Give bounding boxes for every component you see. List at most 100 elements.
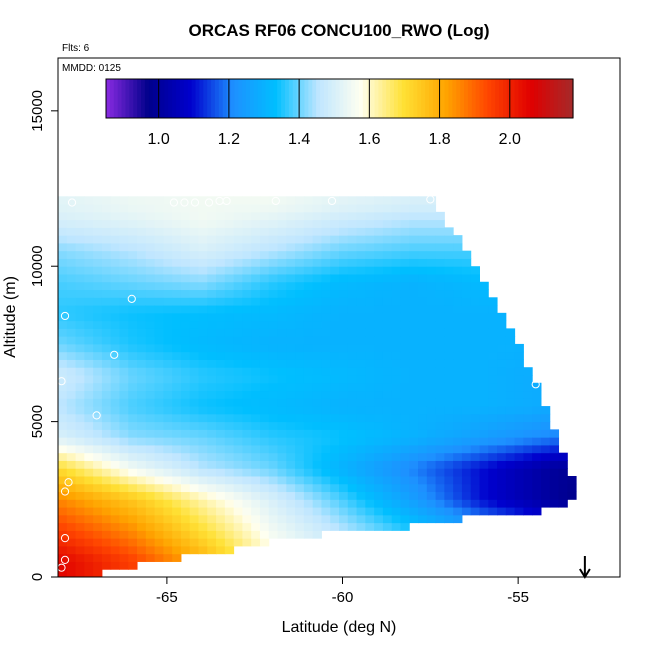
heatmap-cell	[435, 367, 445, 376]
heatmap-cell	[172, 336, 182, 345]
heatmap-cell	[84, 305, 94, 314]
heatmap-cell	[163, 196, 173, 205]
heatmap-cell	[532, 421, 542, 430]
colorbar-tick-label: 1.6	[358, 131, 380, 148]
heatmap-cell	[277, 507, 287, 516]
heatmap-cell	[163, 343, 173, 353]
heatmap-cell	[391, 258, 401, 267]
heatmap-cell	[295, 398, 305, 407]
heatmap-cell	[110, 320, 120, 329]
heatmap-cell	[251, 219, 261, 228]
heatmap-cell	[295, 219, 305, 228]
heatmap-cell	[128, 367, 138, 376]
heatmap-cell	[277, 468, 287, 477]
heatmap-cell	[84, 235, 94, 244]
heatmap-cell	[312, 219, 322, 228]
heatmap-cell	[224, 429, 235, 438]
heatmap-cell	[75, 242, 85, 252]
heatmap-cell	[251, 305, 261, 314]
heatmap-cell	[321, 219, 331, 228]
heatmap-cell	[435, 320, 445, 329]
heatmap-cell	[312, 421, 322, 430]
heatmap-cell	[505, 452, 516, 461]
heatmap-cell	[365, 421, 375, 430]
heatmap-cell	[242, 211, 252, 221]
heatmap-cell	[75, 211, 85, 221]
heatmap-cell	[347, 289, 358, 298]
heatmap-cell	[409, 468, 419, 477]
heatmap-cell	[259, 413, 270, 423]
heatmap-cell	[93, 211, 103, 221]
heatmap-cell	[224, 281, 235, 291]
heatmap-cell	[382, 382, 393, 392]
heatmap-cell	[259, 514, 270, 524]
colorbar-swatch	[347, 79, 352, 118]
colorbar-swatch	[187, 79, 193, 118]
heatmap-cell	[75, 522, 85, 531]
heatmap-cell	[312, 305, 322, 314]
heatmap-cell	[461, 297, 472, 306]
colorbar-swatch	[323, 79, 329, 118]
heatmap-cell	[409, 336, 419, 345]
heatmap-cell	[251, 242, 261, 252]
heatmap-cell	[330, 273, 340, 283]
heatmap-cell	[312, 491, 322, 500]
heatmap-cell	[382, 266, 393, 275]
heatmap-cell	[391, 398, 401, 407]
heatmap-cell	[374, 328, 384, 337]
heatmap-cell	[286, 522, 296, 531]
heatmap-cell	[128, 491, 138, 500]
colorbar-swatch	[273, 79, 278, 118]
heatmap-cell	[172, 374, 182, 384]
heatmap-cell	[382, 273, 393, 283]
heatmap-cell	[426, 351, 437, 360]
heatmap-cell	[365, 336, 375, 345]
heatmap-cell	[418, 476, 428, 485]
heatmap-cell	[426, 258, 437, 267]
colorbar-swatch	[109, 79, 115, 118]
heatmap-cell	[163, 328, 173, 337]
heatmap-cell	[374, 499, 384, 508]
heatmap-cell	[101, 281, 112, 291]
heatmap-cell	[137, 320, 147, 329]
heatmap-cell	[93, 429, 103, 438]
heatmap-cell	[312, 235, 322, 244]
heatmap-cell	[180, 351, 191, 360]
heatmap-cell	[128, 273, 138, 283]
heatmap-cell	[110, 483, 120, 493]
heatmap-cell	[321, 444, 331, 454]
heatmap-cell	[180, 398, 191, 407]
heatmap-cell	[137, 242, 147, 252]
heatmap-cell	[540, 444, 551, 454]
heatmap-cell	[514, 413, 524, 423]
heatmap-cell	[286, 312, 296, 322]
heatmap-cell	[154, 421, 164, 430]
colorbar-frame	[105, 78, 574, 119]
heatmap-cell	[145, 312, 156, 322]
heatmap-cell	[110, 437, 120, 446]
heatmap-cell	[93, 242, 103, 252]
heatmap-cell	[347, 437, 358, 446]
heatmap-cell	[497, 390, 507, 399]
heatmap-cell	[251, 522, 261, 531]
heatmap-cell	[453, 328, 463, 337]
heatmap-cell	[189, 421, 199, 430]
heatmap-cell	[532, 499, 542, 508]
heatmap-cell	[295, 444, 305, 454]
heatmap-cell	[356, 382, 366, 392]
heatmap-cell	[303, 382, 314, 392]
heatmap-cell	[347, 258, 358, 267]
heatmap-cell	[374, 273, 384, 283]
heatmap-cell	[277, 196, 287, 205]
heatmap-cell	[58, 507, 68, 516]
heatmap-cell	[330, 235, 340, 244]
heatmap-cell	[224, 343, 235, 353]
heatmap-cell	[137, 196, 147, 205]
heatmap-cell	[374, 452, 384, 461]
heatmap-cell	[207, 507, 217, 516]
heatmap-cell	[303, 452, 314, 461]
heatmap-cell	[391, 437, 401, 446]
heatmap-cell	[128, 390, 138, 399]
heatmap-cell	[189, 320, 199, 329]
heatmap-cell	[242, 281, 252, 291]
